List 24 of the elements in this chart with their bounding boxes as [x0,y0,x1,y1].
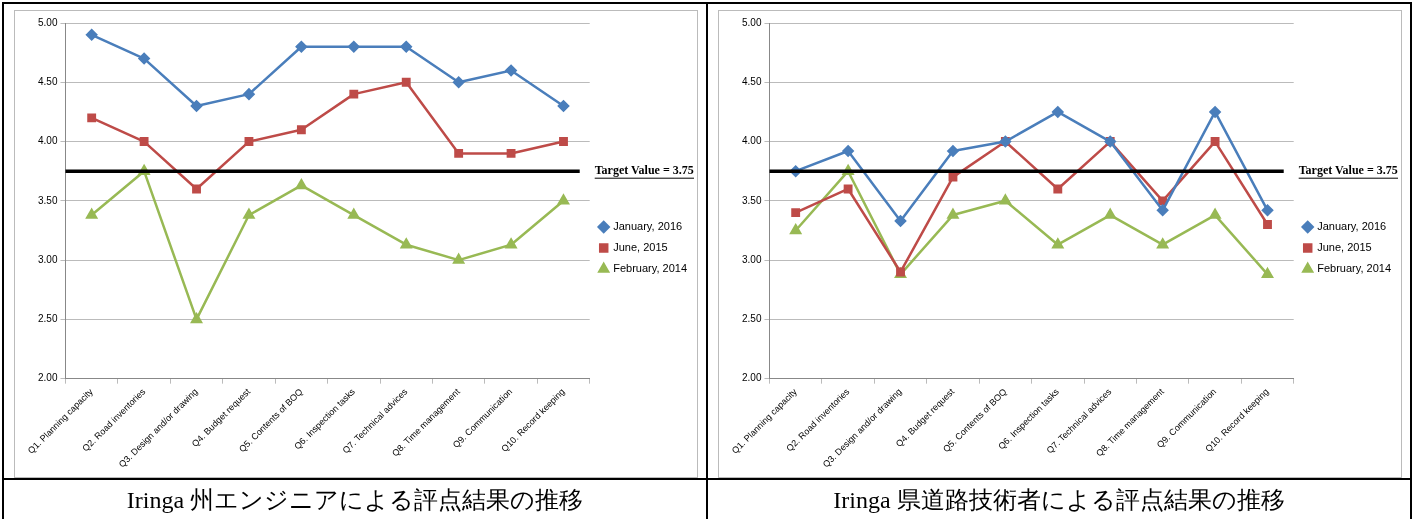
text: Iringa 州エンジニアによる評点結果の推移 [4,478,706,519]
y-tick-label: 4.50 [741,76,762,88]
y-tick-label: 2.00 [37,372,58,384]
y-tick-label: 2.00 [741,372,762,384]
y-tick-label: 4.00 [741,135,762,147]
y-tick-label: 3.50 [741,194,762,206]
y-tick-label: 2.50 [37,313,58,325]
legend-label: January, 2016 [613,220,683,233]
legend-label: January, 2016 [1317,220,1387,233]
text: Iringa 県道路技術者による評点結果の推移 [708,478,1410,519]
y-tick-label: 4.50 [37,76,58,88]
y-tick-label: 3.50 [37,194,58,206]
y-tick-label: 5.00 [741,16,762,28]
y-tick-label: 5.00 [37,16,58,28]
y-tick-label: 3.00 [37,253,58,265]
legend-label: June, 2015 [1317,241,1372,254]
legend-label: February, 2014 [1317,262,1392,275]
ref-line-label: Target Value = 3.75 [1298,163,1398,178]
y-tick-label: 3.00 [741,253,762,265]
ref-line-label: Target Value = 3.75 [594,163,694,178]
legend-label: February, 2014 [613,262,688,275]
legend-label: June, 2015 [613,241,668,254]
y-tick-label: 4.00 [37,135,58,147]
y-tick-label: 2.50 [741,313,762,325]
